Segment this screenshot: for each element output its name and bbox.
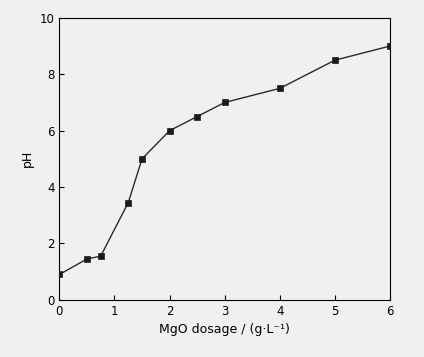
Y-axis label: pH: pH	[21, 150, 34, 167]
X-axis label: MgO dosage / (g·L⁻¹): MgO dosage / (g·L⁻¹)	[159, 323, 290, 336]
